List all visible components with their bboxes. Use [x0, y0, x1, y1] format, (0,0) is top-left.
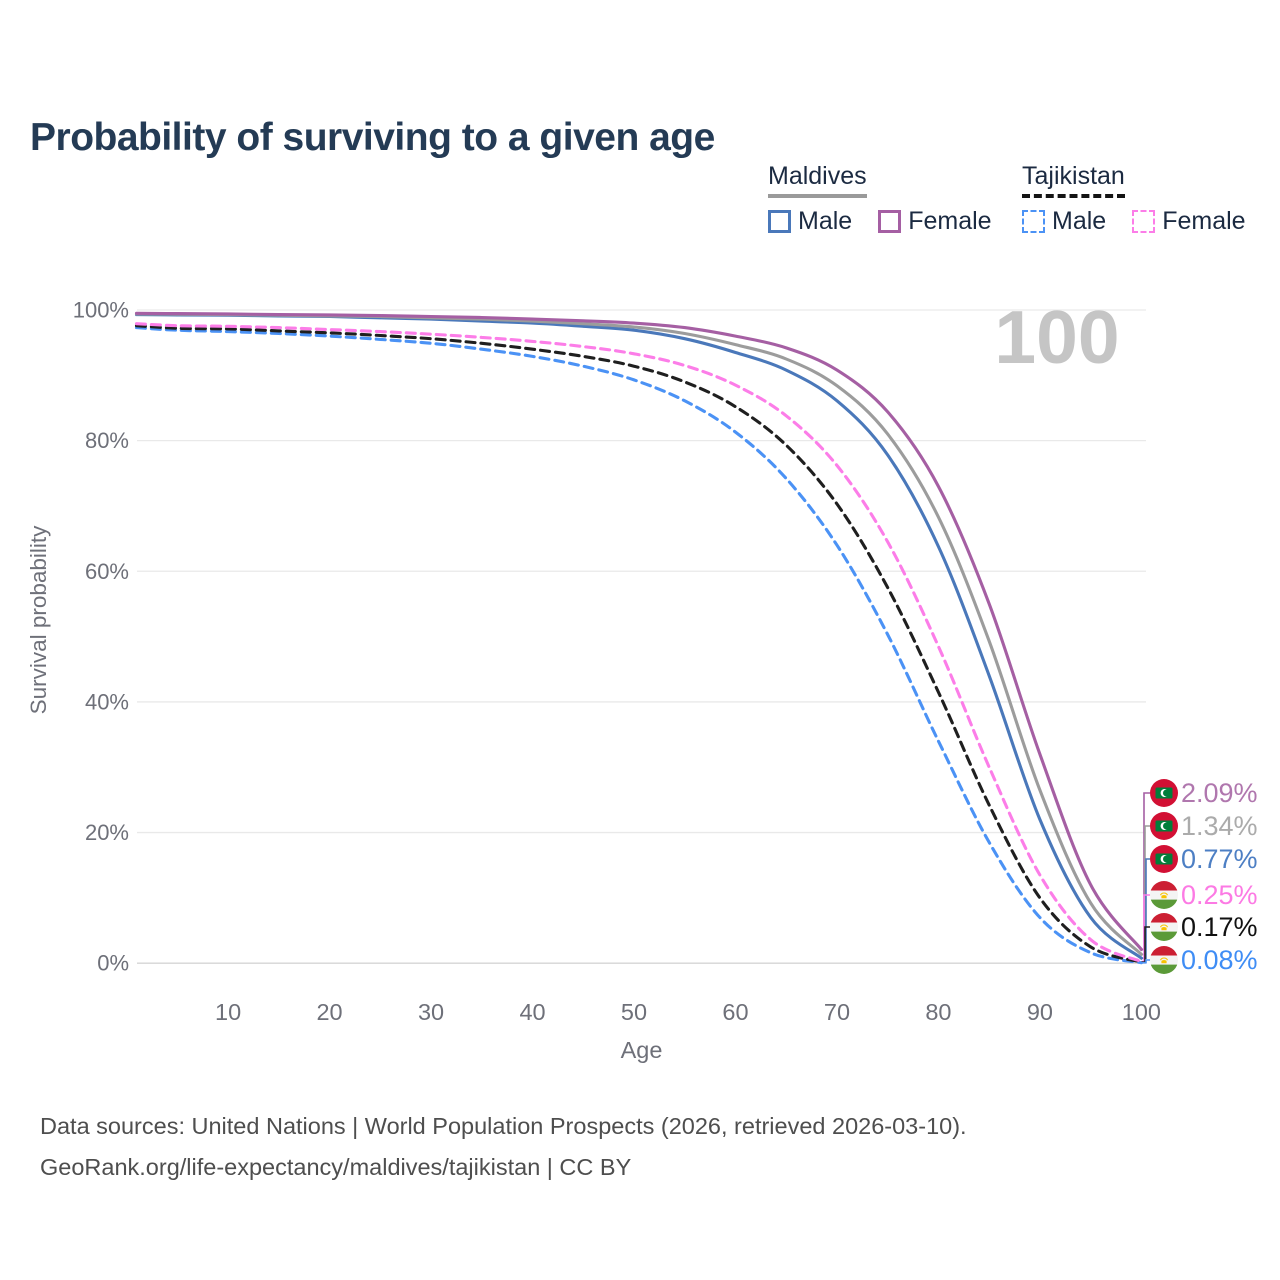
footer-attribution-url: GeoRank.org/life-expectancy/maldives/taj… [40, 1154, 632, 1180]
legend-item-label: Male [798, 207, 853, 235]
maldives-flag-icon [1150, 779, 1178, 807]
end-value-label-maldives: 1.34% [1181, 811, 1258, 841]
x-tick-label: 60 [722, 999, 748, 1025]
series-line-maldives-female[interactable] [134, 311, 1143, 952]
x-tick-label: 90 [1027, 999, 1053, 1025]
end-value-label-maldives-male: 0.77% [1181, 844, 1258, 874]
series-line-maldives[interactable] [134, 312, 1143, 956]
footer-data-sources: Data sources: United Nations | World Pop… [40, 1113, 967, 1139]
legend-swatch-icon[interactable] [1132, 210, 1156, 233]
x-tick-label: 50 [621, 999, 647, 1025]
legend-swatch-icon[interactable] [878, 210, 902, 233]
legend-country-tajikistan[interactable]: Tajikistan [1022, 162, 1125, 198]
y-axis-title: Survival probability [26, 525, 51, 715]
legend: Maldives Male Female Tajikistan Male Female [0, 162, 1280, 242]
maldives-flag-icon [1150, 812, 1178, 840]
legend-group-maldives: Maldives Male Female [768, 162, 992, 236]
legend-item-maldives-male[interactable]: Male [768, 207, 852, 236]
series-line-maldives-male[interactable] [134, 313, 1143, 960]
end-value-label-tajikistan: 0.17% [1181, 912, 1258, 942]
x-tick-label: 40 [519, 999, 545, 1025]
legend-item-tajikistan-female[interactable]: Female [1132, 207, 1246, 236]
legend-swatch-icon[interactable] [768, 210, 791, 233]
page-title: Probability of surviving to a given age [30, 116, 715, 160]
x-tick-label: 10 [215, 999, 241, 1025]
x-tick-label: 80 [925, 999, 951, 1025]
end-label-connector [1141, 792, 1150, 951]
legend-country-maldives[interactable]: Maldives [768, 162, 867, 198]
end-label-connector [1141, 926, 1150, 963]
legend-items-row: Male Female [1022, 207, 1246, 236]
x-tick-label: 70 [824, 999, 850, 1025]
y-tick-label: 40% [85, 689, 129, 714]
legend-item-maldives-female[interactable]: Female [878, 207, 992, 236]
legend-items-row: Male Female [768, 207, 992, 236]
series-line-tajikistan-female[interactable] [134, 322, 1143, 964]
legend-item-tajikistan-male[interactable]: Male [1022, 207, 1106, 236]
series-line-tajikistan-male[interactable] [134, 326, 1143, 965]
hovered-age-watermark: 100 [994, 295, 1119, 379]
end-label-connector [1141, 959, 1150, 964]
series-line-tajikistan[interactable] [134, 324, 1143, 964]
tajikistan-flag-icon [1150, 881, 1178, 909]
legend-item-label: Female [1162, 207, 1246, 235]
y-tick-label: 100% [73, 298, 129, 323]
end-value-label-maldives-female: 2.09% [1181, 778, 1258, 808]
legend-swatch-icon[interactable] [1022, 210, 1045, 233]
x-tick-label: 30 [418, 999, 444, 1025]
y-tick-label: 20% [85, 820, 129, 845]
x-tick-label: 100 [1122, 999, 1161, 1025]
legend-item-label: Male [1052, 207, 1107, 235]
tajikistan-flag-icon [1150, 913, 1178, 941]
footer: Data sources: United Nations | World Pop… [40, 1106, 967, 1188]
end-value-label-tajikistan-male: 0.08% [1181, 945, 1258, 975]
end-value-label-tajikistan-female: 0.25% [1181, 880, 1258, 910]
x-axis-title: Age [621, 1037, 663, 1063]
legend-item-label: Female [908, 207, 992, 235]
y-tick-label: 0% [97, 951, 129, 976]
y-tick-label: 80% [85, 428, 129, 453]
tajikistan-flag-icon [1150, 946, 1178, 974]
legend-group-tajikistan: Tajikistan Male Female [1022, 162, 1246, 236]
y-tick-label: 60% [85, 559, 129, 584]
maldives-flag-icon [1150, 845, 1178, 873]
x-tick-label: 20 [316, 999, 342, 1025]
